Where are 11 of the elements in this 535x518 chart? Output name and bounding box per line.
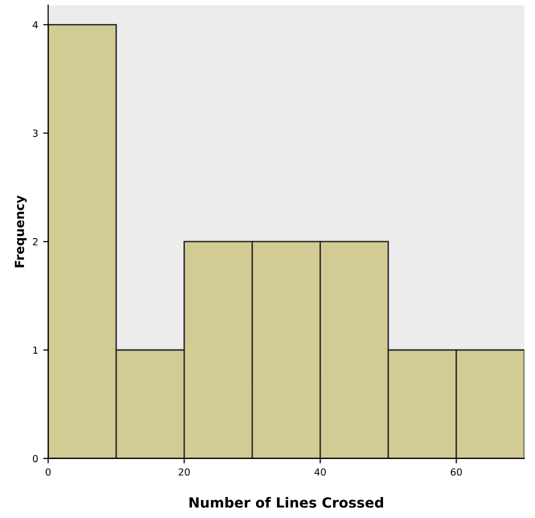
y-tick-label: 2 [32, 238, 38, 246]
x-tick-label: 60 [450, 468, 462, 476]
y-tick-label: 4 [32, 21, 38, 28]
y-tick-label: 1 [33, 346, 38, 354]
x-tick-label: 40 [314, 468, 326, 476]
y-axis-title: Frequency [14, 195, 27, 268]
x-tick-label: 20 [178, 468, 190, 476]
y-tick-label: 3 [32, 130, 38, 137]
x-axis-title: Number of Lines Crossed [190, 497, 384, 508]
y-tick-label: 0 [32, 454, 38, 462]
x-tick-label: 0 [46, 468, 51, 476]
